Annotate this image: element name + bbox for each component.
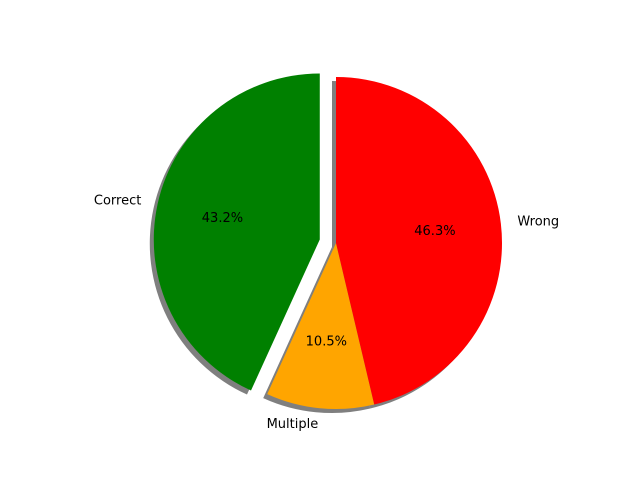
labels: Correct 43.2% Multiple 10.5% Wrong 46.3% (94, 193, 559, 432)
slice-percent-wrong: 46.3% (414, 224, 455, 239)
slice-label-correct: Correct (94, 193, 141, 208)
slice-wrong (336, 77, 502, 405)
slice-percent-multiple: 10.5% (306, 335, 347, 350)
slice-correct (153, 73, 320, 391)
slices (153, 73, 502, 409)
slice-label-multiple: Multiple (267, 417, 319, 432)
slice-percent-correct: 43.2% (202, 211, 243, 226)
slice-label-wrong: Wrong (517, 214, 559, 229)
slice-multiple (267, 243, 375, 409)
